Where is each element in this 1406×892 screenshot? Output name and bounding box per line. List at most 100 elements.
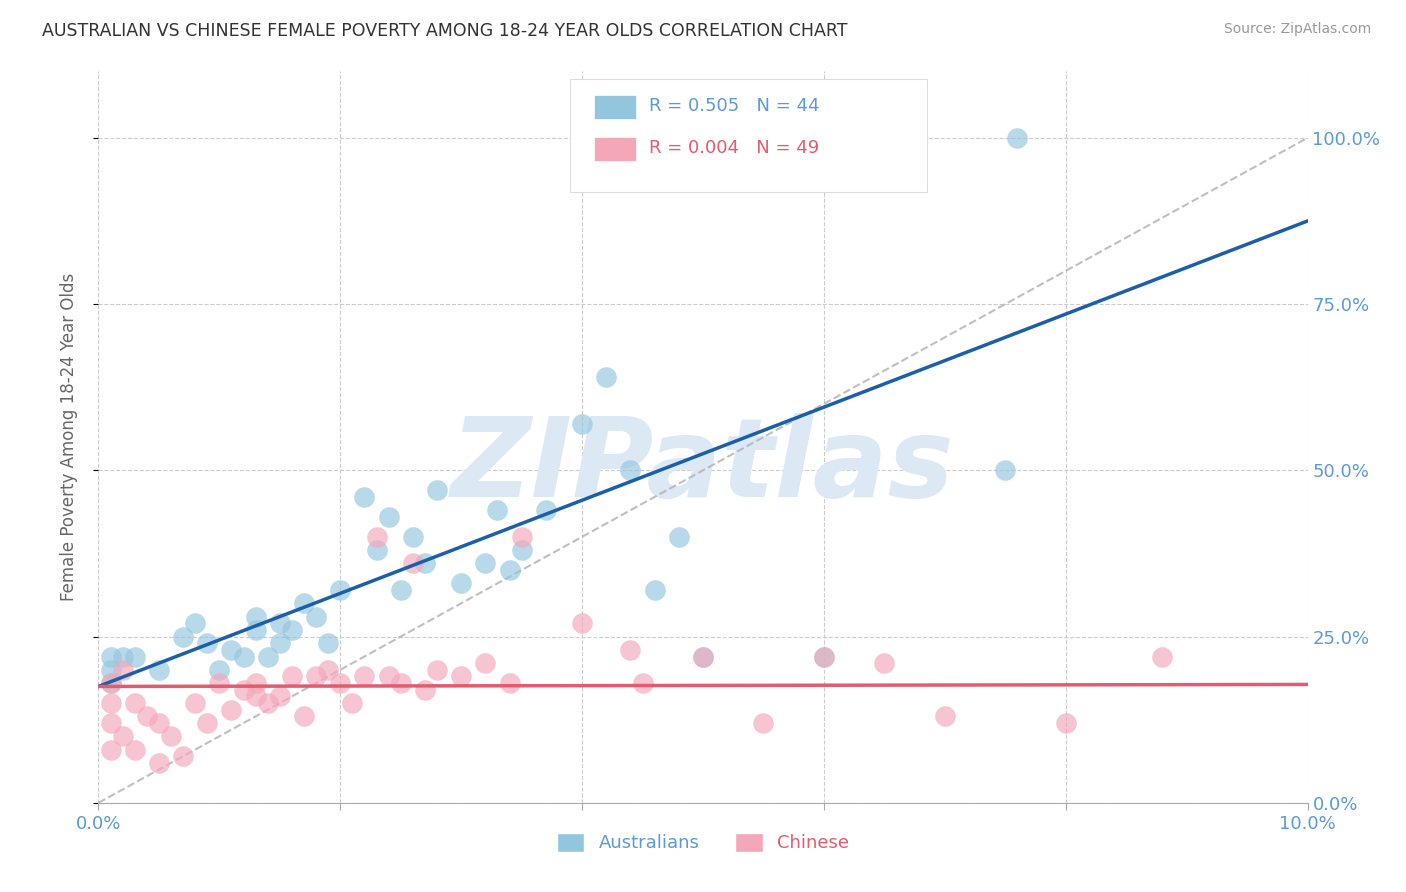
Point [450,669,472,683]
Point [366,543,388,558]
Text: R = 0.004   N = 49: R = 0.004 N = 49 [648,139,818,157]
Point [631,676,654,690]
Point [195,716,218,731]
Point [160,729,183,743]
Point [402,530,425,544]
Text: AUSTRALIAN VS CHINESE FEMALE POVERTY AMONG 18-24 YEAR OLDS CORRELATION CHART: AUSTRALIAN VS CHINESE FEMALE POVERTY AMO… [42,22,848,40]
Point [269,616,291,631]
Point [571,616,593,631]
Point [245,690,267,704]
Point [245,623,267,637]
Point [269,636,291,650]
Point [148,716,170,731]
Point [256,649,278,664]
Point [342,696,364,710]
Point [256,696,278,710]
Point [389,676,412,690]
Point [813,649,835,664]
Point [377,509,399,524]
Text: R = 0.505   N = 44: R = 0.505 N = 44 [648,97,820,115]
Text: ZIPatlas: ZIPatlas [451,413,955,520]
Point [100,649,122,664]
FancyBboxPatch shape [595,95,637,119]
Point [135,709,157,723]
Point [245,609,267,624]
Point [353,669,375,683]
Point [813,649,835,664]
Point [366,530,388,544]
Y-axis label: Female Poverty Among 18-24 Year Olds: Female Poverty Among 18-24 Year Olds [59,273,77,601]
Point [208,676,231,690]
Point [111,663,134,677]
FancyBboxPatch shape [569,78,927,192]
Point [232,649,254,664]
Point [329,582,352,597]
Point [100,676,122,690]
Point [413,557,436,571]
Point [208,663,231,677]
Point [148,756,170,770]
Point [1007,131,1029,145]
Point [426,483,449,498]
Point [245,676,267,690]
Point [402,557,425,571]
Point [124,649,146,664]
Point [934,709,956,723]
Point [1054,716,1077,731]
Point [292,709,315,723]
Point [426,663,449,677]
Point [1152,649,1174,664]
Point [692,649,714,664]
Point [124,696,146,710]
Point [873,656,896,670]
Point [100,742,122,756]
Point [305,609,328,624]
Point [413,682,436,697]
Point [619,463,641,477]
Point [111,649,134,664]
Point [281,669,304,683]
Point [353,490,375,504]
Point [329,676,352,690]
Point [316,636,339,650]
Point [221,643,243,657]
Point [377,669,399,683]
Point [389,582,412,597]
Point [184,696,207,710]
Legend: Australians, Chinese: Australians, Chinese [550,826,856,860]
Point [316,663,339,677]
Point [595,370,617,384]
Point [100,663,122,677]
Text: Source: ZipAtlas.com: Source: ZipAtlas.com [1223,22,1371,37]
Point [292,596,315,610]
Point [498,563,520,577]
Point [534,503,557,517]
Point [510,543,533,558]
Point [100,676,122,690]
Point [450,576,472,591]
Point [571,417,593,431]
Point [100,716,122,731]
Point [510,530,533,544]
Point [184,616,207,631]
Point [195,636,218,650]
Point [474,557,496,571]
Point [752,716,775,731]
Point [281,623,304,637]
Point [232,682,254,697]
Point [994,463,1017,477]
Point [221,703,243,717]
Point [269,690,291,704]
Point [124,742,146,756]
Point [172,630,194,644]
Point [305,669,328,683]
Point [172,749,194,764]
Point [100,696,122,710]
Point [644,582,666,597]
Point [111,729,134,743]
Point [668,530,690,544]
FancyBboxPatch shape [595,137,637,161]
Point [692,649,714,664]
Point [148,663,170,677]
Point [474,656,496,670]
